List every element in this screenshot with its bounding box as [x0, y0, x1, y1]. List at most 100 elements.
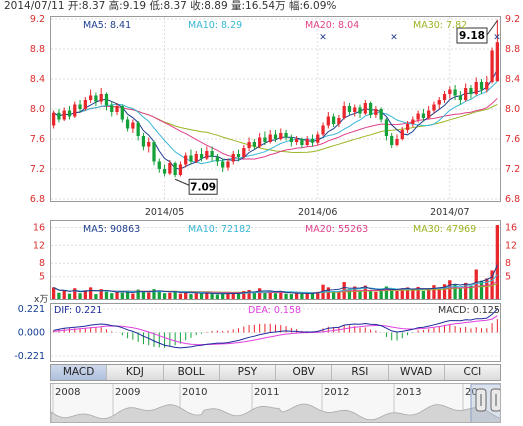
candle-body: [453, 89, 457, 96]
candle-body: [258, 137, 262, 147]
candle-body: [321, 125, 325, 135]
time-navigator[interactable]: 20082009201020112012201320: [50, 383, 501, 423]
candle-body: [384, 119, 389, 136]
volume-bar: [189, 294, 193, 299]
navigator-price-area: [51, 403, 500, 422]
candle-body: [236, 154, 241, 157]
tab-rsi[interactable]: RSI: [332, 365, 389, 380]
candle-body: [374, 109, 378, 115]
candle-body: [289, 137, 293, 142]
volume-tick-label-right: 12: [505, 240, 517, 251]
candle-body: [157, 161, 161, 169]
candle-body: [94, 95, 98, 102]
volume-bar: [284, 293, 288, 299]
dif-legend: DIF: 0.221: [54, 305, 102, 316]
volume-bar: [152, 289, 156, 299]
volume-panel[interactable]: [50, 220, 501, 300]
candle-body: [284, 133, 288, 138]
volume-ma5-line: [53, 264, 498, 295]
open-label: 开:: [67, 0, 82, 12]
price-tick-label: 8.0: [30, 104, 45, 115]
volume-bar: [184, 291, 188, 299]
volume-bar: [442, 284, 447, 299]
candle-body: [427, 110, 431, 118]
candle-body: [221, 161, 225, 168]
low-value: 8.37: [163, 0, 187, 12]
price-tick-label-right: 7.2: [505, 164, 520, 175]
price-ma20-line: [53, 97, 498, 160]
volume-bar: [458, 288, 463, 299]
candle-body: [331, 116, 336, 124]
indicator-tabs: MACD KDJ BOLL PSY OBV RSI WVAD CCI: [50, 364, 501, 381]
tab-macd[interactable]: MACD: [51, 365, 108, 380]
tab-cci[interactable]: CCI: [463, 366, 482, 378]
candle-body: [411, 119, 415, 124]
volume-bar: [258, 288, 262, 299]
candle-body: [485, 82, 489, 90]
volume-bar: [379, 289, 383, 299]
candle-body: [205, 151, 209, 159]
volume-tick-label: 12: [33, 240, 45, 251]
price-tick-label-right: 9.2: [505, 14, 520, 25]
date-tick-label: 2014/05: [145, 207, 184, 218]
volume-bar: [416, 286, 420, 299]
price-legend-ma20: MA20: 8.04: [305, 20, 359, 31]
dif-line: [53, 308, 498, 349]
volume-bar: [337, 290, 341, 299]
navigator-year-label: 2009: [115, 387, 140, 398]
price-tick-label: 8.8: [30, 44, 45, 55]
date-tick-label: 2014/07: [430, 207, 469, 218]
candle-body: [73, 104, 77, 117]
volume-tick-label-right: 5: [505, 272, 511, 283]
macd-panel[interactable]: [50, 303, 501, 362]
candle-body: [442, 94, 447, 100]
candle-body: [152, 142, 156, 162]
tab-psy[interactable]: PSY: [220, 365, 276, 380]
candle-body: [147, 142, 151, 147]
candle-body: [110, 105, 114, 112]
candle-body: [125, 119, 130, 129]
volume-bar: [495, 225, 499, 299]
candle-body: [231, 154, 235, 162]
candle-body: [273, 134, 278, 139]
volume-bar: [331, 291, 336, 299]
tab-obv[interactable]: OBV: [276, 365, 333, 380]
candle-body: [326, 116, 330, 126]
candle-body: [421, 113, 426, 118]
candle-body: [52, 112, 56, 126]
volume-legend-ma20: MA20: 55263: [305, 224, 368, 235]
close-label: 收:: [190, 0, 205, 12]
candle-body: [252, 142, 257, 147]
low-label: 低:: [149, 0, 164, 12]
tab-wvad[interactable]: WVAD: [389, 365, 445, 380]
navigator-year-label: 2011: [254, 387, 279, 398]
volume-bar: [247, 290, 251, 299]
candle-body: [162, 169, 167, 174]
candle-body: [416, 113, 420, 120]
candle-body: [294, 139, 299, 142]
price-ma10-line: [53, 80, 498, 165]
volume-bar: [448, 280, 452, 299]
candle-body: [78, 104, 82, 109]
candle-body: [88, 95, 93, 100]
navigator-year-label: 2012: [324, 387, 349, 398]
low-annotation-box: [188, 178, 218, 195]
volume-bar: [199, 293, 204, 299]
volume-tick-label-right: 8: [505, 258, 511, 269]
tab-kdj[interactable]: KDJ: [107, 365, 164, 380]
volume-bar: [273, 293, 278, 299]
volume-bar: [294, 293, 299, 299]
navigator-year-label: 2008: [55, 387, 80, 398]
volume-bar: [384, 286, 389, 299]
volume-bar: [395, 290, 399, 299]
chart-canvas: 9.2 9.2 8.8 8.8 8.4 8.4 8.0 8.0 7.6 7.6 7.2 7.2 6.8 6…: [14, 14, 520, 362]
candle-body: [226, 161, 230, 168]
volume-bar: [94, 294, 98, 299]
tab-boll[interactable]: BOLL: [164, 365, 220, 380]
candle-body: [305, 139, 309, 145]
volume-bar: [353, 286, 357, 299]
candle-body: [337, 118, 341, 124]
low-annotation-label: 7.09: [190, 181, 216, 193]
candle-body: [120, 106, 124, 120]
candle-body: [131, 122, 135, 129]
